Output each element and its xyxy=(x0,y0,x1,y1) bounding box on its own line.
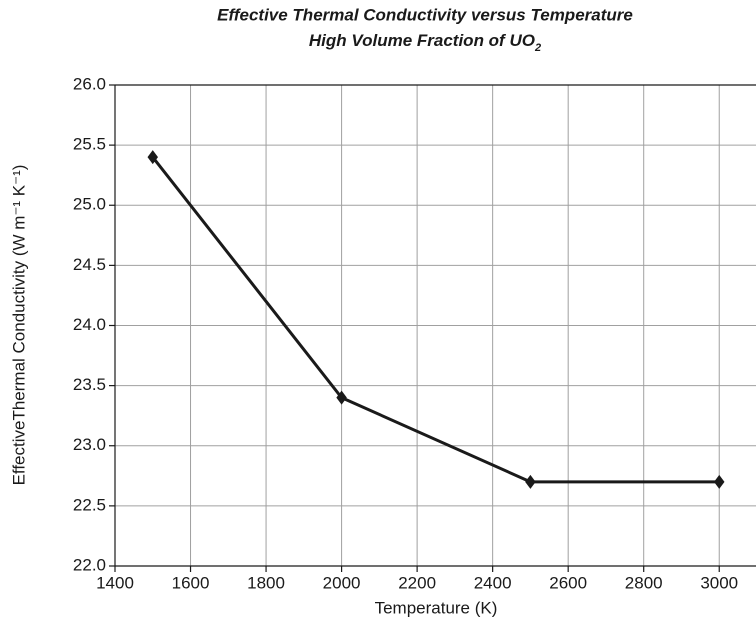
y-tick-label: 22.5 xyxy=(73,495,106,514)
subtitle-text: High Volume Fraction of UO xyxy=(309,31,535,50)
x-tick-label: 2600 xyxy=(549,573,587,592)
y-tick-label: 22.0 xyxy=(73,555,106,574)
data-point xyxy=(336,390,347,405)
x-tick-label: 1800 xyxy=(247,573,285,592)
chart-subtitle: High Volume Fraction of UO2 xyxy=(309,31,541,53)
x-tick-label: 2200 xyxy=(398,573,436,592)
x-tick-label: 2000 xyxy=(323,573,361,592)
data-point xyxy=(525,474,536,489)
y-tick-label: 24.5 xyxy=(73,255,106,274)
x-tick-label: 1600 xyxy=(172,573,210,592)
x-tick-label: 2800 xyxy=(625,573,663,592)
chart-title: Effective Thermal Conductivity versus Te… xyxy=(217,5,633,24)
series-line xyxy=(151,156,720,484)
y-axis-title: EffectiveThermal Conductivity (W m⁻¹ K⁻¹… xyxy=(9,165,28,486)
y-tick-label: 25.0 xyxy=(73,195,106,214)
x-axis-title: Temperature (K) xyxy=(375,598,498,617)
y-tick-label: 24.0 xyxy=(73,315,106,334)
data-point xyxy=(147,150,159,165)
subtitle-subscript: 2 xyxy=(534,42,541,54)
y-tick-label: 23.0 xyxy=(73,435,106,454)
y-tick-label: 25.5 xyxy=(73,135,106,154)
data-point xyxy=(713,474,725,489)
x-tick-label: 1400 xyxy=(96,573,134,592)
y-tick-label: 23.5 xyxy=(73,375,106,394)
x-tick-label: 3000 xyxy=(700,573,738,592)
x-tick-label: 2400 xyxy=(474,573,512,592)
y-tick-label: 26.0 xyxy=(73,74,106,93)
